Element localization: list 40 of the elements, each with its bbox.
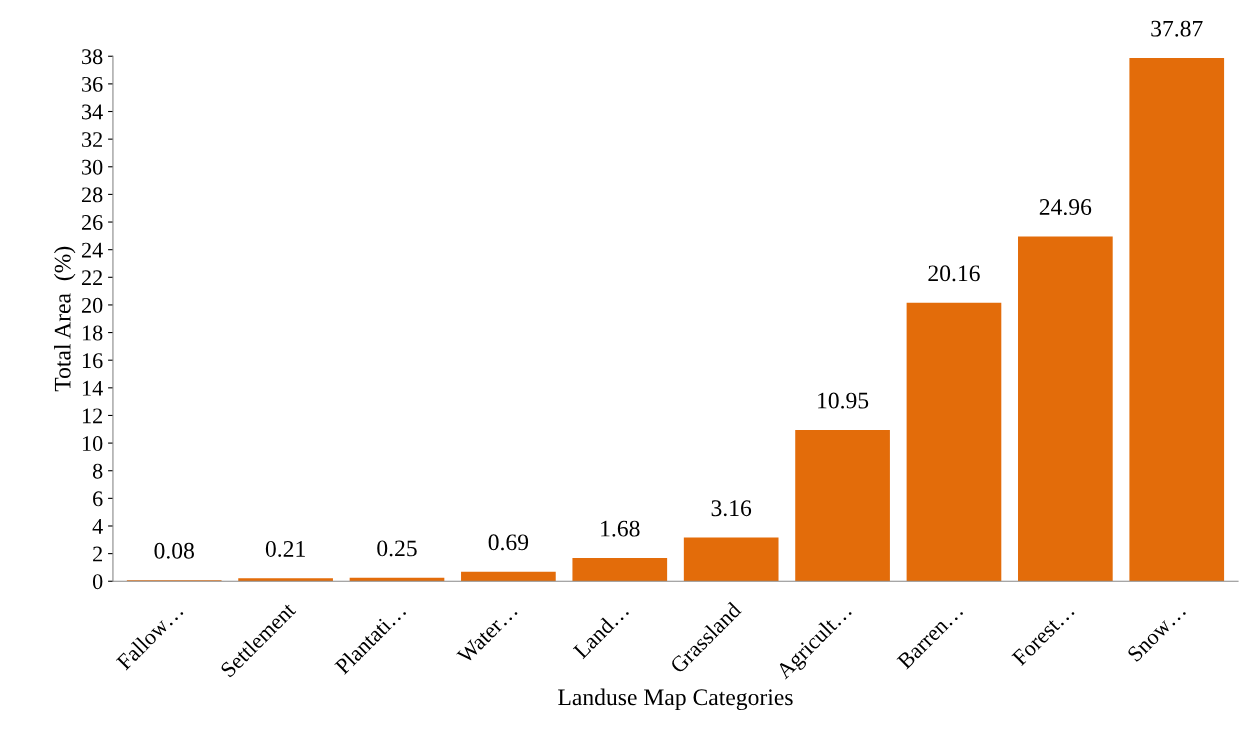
y-tick-label: 34	[82, 104, 103, 120]
data-label: 0.69	[488, 534, 529, 551]
data-label: 0.08	[154, 542, 194, 559]
y-tick-label: 10	[82, 436, 103, 452]
y-tick-label: 14	[82, 380, 103, 396]
bar	[461, 571, 556, 582]
data-label: 24.96	[1039, 199, 1092, 216]
y-tick-label: 22	[81, 270, 102, 286]
y-tick-label: 12	[82, 408, 102, 424]
bar	[906, 302, 1002, 582]
y-tick-label: 6	[93, 491, 103, 507]
bar	[1018, 236, 1113, 582]
data-label: 20.16	[928, 265, 980, 282]
y-tick-label: 30	[82, 159, 103, 175]
y-tick-label: 28	[81, 187, 103, 203]
bar	[683, 537, 779, 582]
bar	[238, 578, 333, 582]
x-axis-title: Landuse Map Categories	[558, 688, 793, 711]
y-tick-label: 8	[92, 463, 103, 479]
y-axis-title: Total Area (%)	[54, 246, 76, 392]
y-tick-label: 18	[82, 325, 103, 341]
y-tick-label: 0	[92, 574, 103, 590]
y-tick-label: 2	[93, 546, 102, 562]
data-label: 3.16	[711, 500, 752, 517]
y-tick-label: 32	[82, 132, 102, 148]
data-label: 1.68	[601, 520, 640, 537]
bar	[795, 429, 890, 582]
y-tick-label: 16	[82, 353, 103, 369]
data-label: 0.21	[265, 540, 305, 557]
y-tick-label: 36	[82, 76, 103, 92]
data-label: 10.95	[818, 392, 869, 409]
y-tick-label: 20	[81, 297, 103, 313]
data-label: 0.25	[377, 540, 417, 557]
y-tick-label: 38	[82, 49, 103, 65]
y-tick-label: 26	[81, 215, 103, 230]
y-tick-label: 24	[81, 242, 103, 258]
y-tick-label: 4	[92, 519, 103, 534]
bar	[572, 558, 668, 582]
bar	[1129, 58, 1225, 582]
data-label: 37.87	[1151, 20, 1203, 37]
